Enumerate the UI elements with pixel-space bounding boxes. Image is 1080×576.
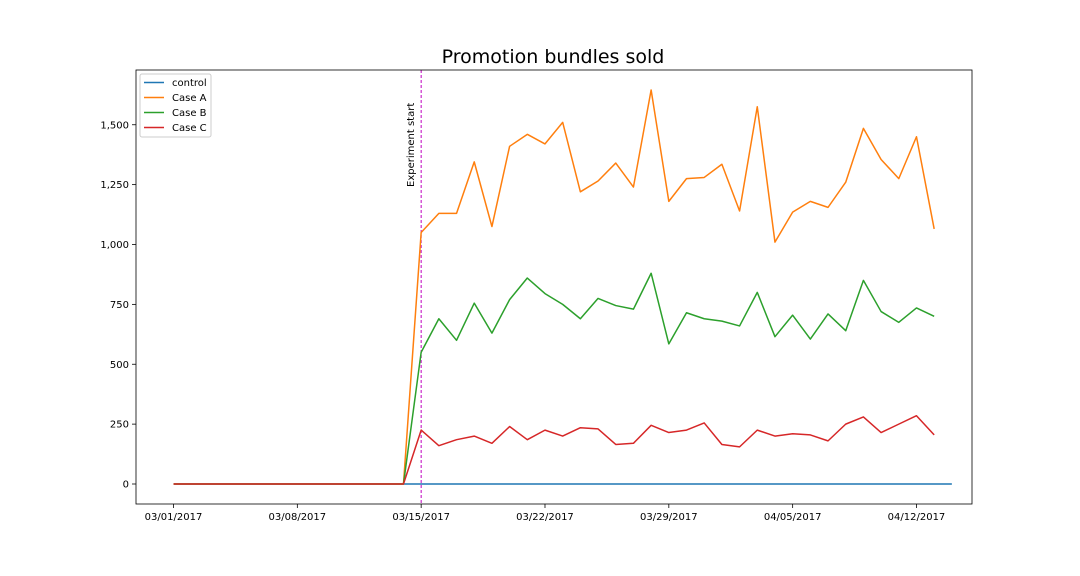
legend-entry: control [172, 78, 207, 89]
y-tick-label: 1,000 [100, 240, 129, 251]
axes: 0 250 500 750 1,000 1,250 1,500 03/01/2017 03/08… [100, 69, 973, 523]
legend-entry: Case C [172, 123, 207, 134]
x-tick-label: 03/01/2017 [145, 512, 203, 523]
y-tick-label: 250 [110, 420, 129, 431]
x-tick-label: 04/12/2017 [888, 512, 946, 523]
legend-box [139, 73, 212, 138]
y-tick-label: 500 [110, 360, 129, 371]
x-tick-label: 03/08/2017 [269, 512, 327, 523]
x-tick-label: 03/29/2017 [640, 512, 698, 523]
y-tick-label: 1,250 [100, 180, 129, 191]
axes-frame [135, 69, 973, 505]
series-line-case-c [173, 414, 935, 485]
y-tick-label: 1,500 [100, 120, 129, 131]
legend-entry: Case B [172, 108, 207, 119]
chart-title: Promotion bundles sold [442, 46, 665, 68]
x-tick-label: 03/15/2017 [392, 512, 450, 523]
plot-area: Experiment start [173, 70, 952, 504]
annotation-label: Experiment start [406, 103, 417, 187]
series-line-case-b [173, 272, 935, 485]
legend-entry: Case A [172, 93, 207, 104]
legend: control Case A Case B Case C [139, 73, 212, 138]
y-tick-label: 0 [123, 480, 129, 491]
x-tick-label: 04/05/2017 [764, 512, 822, 523]
x-tick-label: 03/22/2017 [516, 512, 574, 523]
y-tick-label: 750 [110, 300, 129, 311]
series-line-case-a [173, 89, 935, 485]
